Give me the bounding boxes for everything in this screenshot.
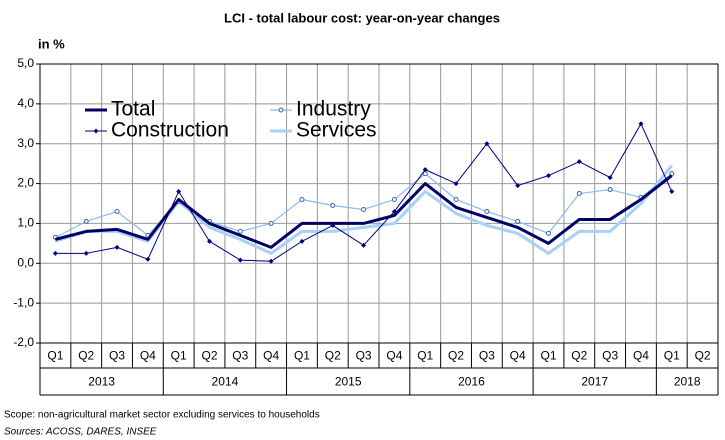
point [145, 256, 151, 262]
y-tick-label: 1,0 [17, 216, 34, 230]
x-tick-label: Q2 [78, 349, 94, 363]
point [515, 183, 521, 189]
y-tick-label: 0,0 [17, 255, 34, 269]
year-label: 2015 [335, 375, 362, 389]
point [607, 175, 613, 181]
x-tick-label: Q4 [263, 349, 279, 363]
x-tick-label: Q4 [386, 349, 402, 363]
legend-label: Industry [296, 98, 371, 121]
x-tick-label: Q4 [633, 349, 649, 363]
point [83, 250, 89, 256]
point [207, 238, 212, 244]
x-tick-label: Q1 [540, 349, 556, 363]
legend-label: Services [296, 119, 377, 142]
x-tick-label: Q1 [417, 349, 433, 363]
point [237, 257, 243, 263]
x-tick-label: Q3 [356, 349, 372, 363]
year-label: 2017 [581, 375, 608, 389]
point [515, 218, 521, 224]
scope-note: Scope: non-agricultural market sector ex… [4, 410, 320, 421]
source-note: Sources: ACOSS, DARES, INSEE [4, 427, 157, 438]
point [453, 197, 459, 203]
y-unit: in % [38, 36, 65, 51]
point [484, 208, 490, 214]
point [391, 197, 397, 203]
legend-label: Construction [111, 119, 229, 142]
series-line [55, 174, 673, 249]
x-tick-label: Q4 [510, 349, 526, 363]
x-tick-label: Q4 [140, 349, 156, 363]
x-tick-label: Q2 [325, 349, 341, 363]
point [268, 220, 274, 226]
y-tick-label: 4,0 [17, 96, 34, 110]
x-tick-label: Q1 [664, 349, 680, 363]
point [361, 206, 367, 212]
year-label: 2014 [212, 375, 239, 389]
legend-label: Total [111, 98, 155, 121]
year-label: 2018 [674, 375, 701, 389]
point [669, 189, 675, 195]
point [484, 141, 490, 147]
point [576, 159, 582, 165]
x-tick-label: Q3 [479, 349, 495, 363]
x-tick-label: Q1 [47, 349, 63, 363]
x-tick-label: Q2 [571, 349, 587, 363]
point [114, 208, 120, 214]
point [237, 228, 243, 234]
point [607, 187, 613, 193]
point [83, 218, 89, 224]
x-tick-label: Q3 [602, 349, 618, 363]
y-tick-label: 3,0 [17, 136, 34, 150]
legend-marker [278, 107, 284, 113]
point [546, 230, 551, 236]
x-tick-label: Q2 [695, 349, 711, 363]
y-tick-label: 5,0 [17, 56, 34, 70]
y-tick-label: 2,0 [17, 176, 34, 190]
x-tick-label: Q2 [201, 349, 217, 363]
y-tick-label: -1,0 [13, 295, 34, 309]
x-tick-label: Q1 [294, 349, 310, 363]
point [52, 250, 58, 256]
point [299, 197, 305, 203]
point [638, 121, 644, 127]
point [330, 202, 336, 208]
point [299, 238, 305, 244]
point [114, 244, 120, 250]
x-tick-label: Q1 [171, 349, 187, 363]
x-tick-label: Q3 [109, 349, 125, 363]
x-tick-label: Q3 [232, 349, 248, 363]
x-tick-label: Q2 [448, 349, 464, 363]
point [176, 189, 182, 195]
point [453, 181, 459, 187]
year-label: 2013 [88, 375, 115, 389]
point [576, 191, 582, 197]
point [422, 167, 428, 173]
point [268, 258, 274, 264]
y-tick-label: -2,0 [13, 335, 34, 349]
chart-title: LCI - total labour cost: year-on-year ch… [224, 10, 500, 25]
point [361, 242, 367, 248]
year-label: 2016 [458, 375, 485, 389]
legend-marker [93, 128, 99, 134]
point [546, 173, 551, 179]
